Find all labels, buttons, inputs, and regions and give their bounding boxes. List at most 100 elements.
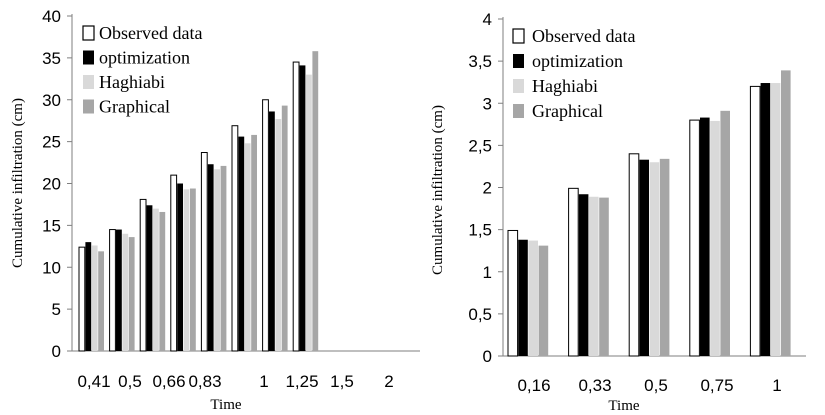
x-tick-label: 0,41 [77, 372, 110, 391]
x-axis-title: Time [608, 398, 639, 414]
y-tick-label: 2 [483, 179, 492, 198]
x-tick-label: 0,75 [700, 376, 733, 395]
legend-swatch-optimization [513, 54, 524, 68]
bar-haghiabi-1 [91, 245, 98, 351]
bar-observed-data-4 [689, 119, 700, 357]
bar-optimization-4 [700, 117, 710, 356]
bar-observed-data-7 [262, 99, 269, 352]
y-axis-title: Cumulative infiltration (cm) [430, 105, 446, 275]
legend-label: Haghiabi [99, 72, 165, 92]
y-tick-label: 0 [483, 347, 492, 366]
bar-optimization-5 [207, 164, 214, 351]
chart-1: 0 5 10 15 20 25 30 35 40 0,41 0,5 0,66 0,83 1 1,25 1,5 2… [10, 7, 420, 413]
bar-haghiabi-3 [153, 208, 159, 352]
x-tick-label: 1,5 [330, 372, 354, 391]
bar-haghiabi-3 [649, 162, 660, 356]
y-tick-label: 2,5 [468, 136, 492, 155]
bar-graphical-2 [599, 197, 609, 356]
y-tick-label: 1 [483, 263, 492, 282]
y-axis-title: Cumulative infiltration (cm) [10, 98, 26, 268]
chart-2: 0 0,5 1 1,5 2 2,5 3 3,5 4 0,16 0,33 0,5 0,75 1 Cumulat… [430, 10, 806, 414]
bar-haghiabi-4 [183, 189, 190, 351]
bar-observed-data-5 [749, 85, 761, 357]
y-tick-label: 20 [42, 175, 61, 194]
bar-haghiabi-8 [306, 74, 312, 352]
bar-graphical-2 [128, 237, 135, 351]
legend-swatch-optimization [83, 50, 94, 65]
bar-optimization-1 [85, 242, 92, 352]
bar-observed-data-5 [200, 152, 208, 352]
y-tick-label: 3 [483, 94, 492, 113]
bar-graphical-8 [312, 51, 319, 352]
legend-swatch-observed-data [512, 28, 525, 44]
bar-haghiabi-2 [589, 196, 599, 356]
bar-optimization-3 [146, 205, 153, 351]
bar-graphical-3 [159, 211, 166, 351]
bar-optimization-2 [578, 194, 589, 356]
legend-swatch-haghiabi [83, 75, 94, 89]
bar-optimization-3 [639, 159, 649, 356]
bar-observed-data-4 [170, 174, 178, 352]
legend-swatch-graphical [513, 104, 524, 118]
x-tick-label: 0,83 [188, 372, 221, 391]
bar-haghiabi-2 [122, 233, 129, 351]
bar-observed-data-8 [292, 61, 300, 352]
x-tick-label: 0,5 [644, 376, 668, 395]
x-tick-label: 1,25 [285, 372, 318, 391]
bar-observed-data-3 [628, 153, 640, 357]
bar-graphical-5 [220, 165, 227, 351]
bar-observed-data-3 [139, 198, 147, 352]
legend-swatch-graphical [83, 99, 94, 114]
legend: Observed data optimization Haghiabi Graphic… [512, 26, 635, 121]
bar-graphical-6 [251, 134, 257, 351]
bar-haghiabi-5 [770, 83, 781, 356]
bar-graphical-5 [781, 70, 791, 356]
x-tick-label: 0,66 [152, 372, 185, 391]
y-tick-label: 10 [42, 258, 61, 277]
bar-optimization-4 [177, 183, 183, 351]
legend-label: Graphical [532, 101, 603, 121]
x-tick-label: 1 [259, 372, 268, 391]
bar-haghiabi-6 [244, 143, 251, 351]
bar-observed-data-2 [568, 187, 579, 357]
x-tick-label: 1 [772, 376, 781, 395]
bar-observed-data-2 [109, 229, 116, 352]
bar-optimization-8 [299, 65, 306, 351]
y-tick-label: 3,5 [468, 52, 492, 71]
legend-label: Observed data [99, 23, 202, 43]
y-tick-label: 0 [52, 342, 61, 361]
x-tick-label: 0,5 [118, 372, 142, 391]
bar-observed-data-6 [231, 125, 239, 352]
bar-haghiabi-4 [710, 120, 720, 356]
bar-haghiabi-5 [214, 169, 220, 351]
bar-graphical-1 [98, 251, 104, 351]
y-tick-label: 15 [42, 216, 61, 235]
y-tick-label: 4 [483, 10, 492, 29]
bar-graphical-4 [190, 188, 196, 351]
y-tick-label: 25 [42, 133, 61, 152]
legend-label: optimization [99, 48, 190, 68]
x-tick-label: 0,33 [578, 376, 611, 395]
legend-swatch-haghiabi [513, 79, 524, 93]
bar-optimization-7 [269, 111, 275, 351]
legend-label: optimization [532, 51, 623, 71]
legend-label: Graphical [99, 97, 170, 117]
bar-observed-data-1 [78, 246, 86, 352]
legend-label: Haghiabi [532, 76, 598, 96]
bar-graphical-7 [281, 105, 288, 351]
bar-optimization-6 [238, 136, 245, 351]
y-tick-label: 1,5 [468, 221, 492, 240]
y-tick-label: 5 [52, 300, 61, 319]
bar-optimization-2 [116, 229, 122, 351]
bar-observed-data-1 [507, 229, 519, 357]
y-tick-label: 35 [42, 49, 61, 68]
y-tick-label: 40 [42, 7, 61, 26]
legend: Observed data optimization Haghiabi Graphic… [82, 23, 202, 117]
x-tick-label: 2 [384, 372, 393, 391]
bar-graphical-1 [538, 245, 549, 356]
bar-graphical-3 [659, 158, 670, 356]
y-tick-label: 30 [42, 91, 61, 110]
bar-haghiabi-1 [528, 240, 538, 356]
bar-optimization-1 [518, 239, 528, 356]
